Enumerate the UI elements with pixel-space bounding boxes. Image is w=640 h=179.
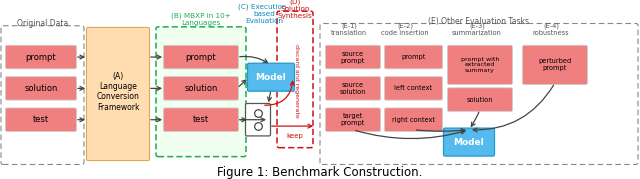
Text: solution: solution [24, 84, 58, 93]
FancyBboxPatch shape [447, 45, 513, 84]
FancyBboxPatch shape [444, 128, 495, 156]
Text: target
prompt: target prompt [341, 113, 365, 126]
Text: solution: solution [184, 84, 218, 93]
FancyBboxPatch shape [163, 77, 239, 100]
Text: prompt: prompt [186, 53, 216, 62]
Text: source
prompt: source prompt [341, 50, 365, 64]
Text: test: test [193, 115, 209, 124]
FancyBboxPatch shape [163, 45, 239, 69]
Text: ✓: ✓ [255, 123, 261, 129]
FancyBboxPatch shape [447, 88, 513, 111]
Text: left context: left context [394, 85, 433, 91]
FancyBboxPatch shape [326, 77, 381, 100]
FancyBboxPatch shape [163, 108, 239, 131]
Text: (C) Execution-
based
Evaluation: (C) Execution- based Evaluation [239, 3, 289, 24]
Text: Model: Model [454, 138, 484, 147]
Text: test: test [33, 115, 49, 124]
Text: solution: solution [467, 96, 493, 103]
FancyBboxPatch shape [385, 108, 442, 131]
Text: Original Data: Original Data [17, 19, 68, 28]
FancyBboxPatch shape [248, 63, 294, 91]
FancyBboxPatch shape [156, 27, 246, 157]
Text: perturbed
prompt: perturbed prompt [538, 58, 572, 71]
Text: (B) MBXP in 10+
Languages: (B) MBXP in 10+ Languages [171, 12, 231, 26]
Text: (D)
Solution
Synthesis: (D) Solution Synthesis [278, 0, 312, 19]
Text: keep: keep [287, 134, 303, 139]
Text: prompt with
extracted
summary: prompt with extracted summary [461, 57, 499, 73]
FancyBboxPatch shape [385, 45, 442, 69]
Text: source
solution: source solution [340, 82, 366, 95]
FancyBboxPatch shape [326, 108, 381, 131]
Text: (E-2)
code insertion: (E-2) code insertion [381, 22, 429, 36]
FancyBboxPatch shape [86, 27, 150, 161]
FancyBboxPatch shape [6, 108, 77, 131]
FancyBboxPatch shape [385, 77, 442, 100]
Text: (A)
Language
Conversion
Framework: (A) Language Conversion Framework [97, 72, 140, 112]
FancyBboxPatch shape [6, 77, 77, 100]
Text: Model: Model [255, 73, 286, 82]
FancyBboxPatch shape [246, 103, 271, 136]
FancyBboxPatch shape [6, 45, 77, 69]
Text: (E-1)
translation: (E-1) translation [331, 22, 367, 36]
Text: right context: right context [392, 117, 435, 123]
Text: (E) Other Evaluation Tasks: (E) Other Evaluation Tasks [429, 17, 529, 26]
Text: discard and regenerate: discard and regenerate [294, 44, 298, 117]
FancyBboxPatch shape [326, 45, 381, 69]
Text: (E-4)
robustness: (E-4) robustness [532, 22, 570, 36]
Text: Figure 1: Benchmark Construction.: Figure 1: Benchmark Construction. [218, 166, 422, 179]
Text: prompt: prompt [26, 53, 56, 62]
FancyBboxPatch shape [522, 45, 588, 84]
Text: prompt: prompt [401, 54, 426, 60]
Text: ✕: ✕ [255, 111, 260, 116]
Text: (E-3)
summarization: (E-3) summarization [452, 22, 502, 36]
